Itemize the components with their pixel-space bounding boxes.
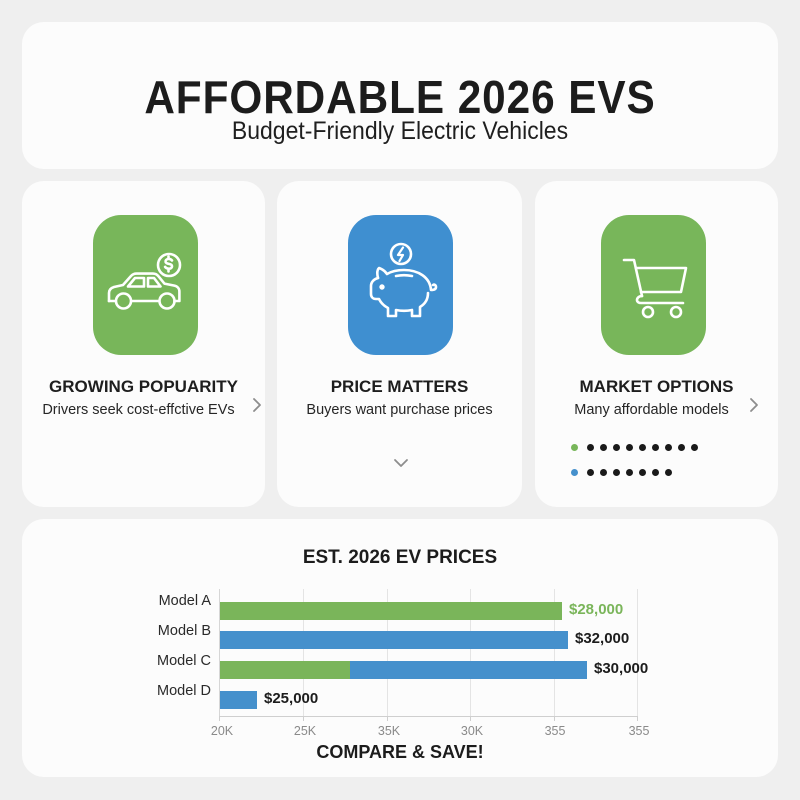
icon-tile [93,215,198,355]
chart-title: EST. 2026 EV PRICES [302,547,498,568]
x-axis-line [219,716,638,717]
category-label: Model B [157,623,211,639]
x-tick [637,716,638,721]
icon-tile [601,215,706,355]
bar-model-a [220,602,562,620]
card-description: Many affordable models [574,402,729,418]
dot [665,468,672,476]
dot-indicator-row-blue [571,467,678,477]
category-label: Model C [157,653,211,669]
gridline [303,589,304,717]
dot [600,443,607,451]
gridline [637,589,638,717]
x-tick-label: 30K [460,724,484,738]
dot [652,468,659,476]
dot [613,468,620,476]
x-tick-label: 25K [293,724,317,738]
card-title: PRICE MATTERS [330,377,469,396]
dot [626,443,633,451]
card-description: Buyers want purchase prices [306,402,493,418]
value-label: $28,000 [569,601,624,618]
value-label: $25,000 [264,690,319,707]
piggy-bank-icon [369,242,437,318]
dot [639,443,646,451]
x-tick [303,716,304,721]
x-tick [219,716,220,721]
card-title: GROWING POPUARITY [49,377,238,396]
shopping-cart-icon [622,258,687,319]
gridline [554,589,555,717]
x-tick [470,716,471,721]
chevron-down-icon[interactable] [392,457,410,469]
bar-model-d [220,691,257,709]
dot [587,468,594,476]
feature-card-market-options[interactable]: MARKET OPTIONS Many affordable models [535,181,778,507]
icon-tile [348,215,453,355]
x-tick [387,716,388,721]
bar-model-b [220,631,568,649]
page-title: AFFORDABLE 2026 EVS [144,71,656,123]
dot [665,443,672,451]
dot [626,468,633,476]
x-tick [554,716,555,721]
dot [613,443,620,451]
bar-model-c-segment-blue [350,661,587,679]
dot [600,468,607,476]
dot-indicator-row-green [571,442,704,452]
green-dot [571,443,578,451]
page-subtitle: Budget-Friendly Electric Vehicles [231,117,569,145]
chevron-right-icon[interactable] [250,395,264,415]
dot [639,468,646,476]
car-with-dollar-icon [107,252,181,310]
dot [652,443,659,451]
value-label: $30,000 [594,660,649,677]
x-tick-label: 35K [377,724,401,738]
category-label: Model D [157,683,211,699]
feature-card-price-matters[interactable]: PRICE MATTERS Buyers want purchase price… [277,181,522,507]
y-axis-line [219,589,220,717]
bar-chart-plot: 20K 25K 35K 30K 355 355 Model A Model B … [157,589,649,738]
gridline [470,589,471,717]
card-title: MARKET OPTIONS [579,377,734,396]
category-label: Model A [158,593,211,609]
feature-card-growing-popularity[interactable]: GROWING POPUARITY Drivers seek cost-effc… [22,181,265,507]
chevron-right-icon[interactable] [747,395,761,415]
dot [678,443,685,451]
dot [587,443,594,451]
blue-dot [571,468,578,476]
x-tick-label: 20K [210,724,234,738]
gridline [387,589,388,717]
dot [691,443,698,451]
chart-footer-cta: COMPARE & SAVE! [316,742,484,762]
value-label: $32,000 [575,630,630,647]
x-tick-label: 355 [628,724,650,738]
bar-model-c-segment-green [220,661,350,679]
header-card: AFFORDABLE 2026 EVS Budget-Friendly Elec… [22,22,778,169]
card-description: Drivers seek cost-effctive EVs [42,402,235,418]
x-tick-label: 355 [544,724,566,738]
price-chart-card: EST. 2026 EV PRICES 20K 25K 35K 30K 355 … [22,519,778,777]
